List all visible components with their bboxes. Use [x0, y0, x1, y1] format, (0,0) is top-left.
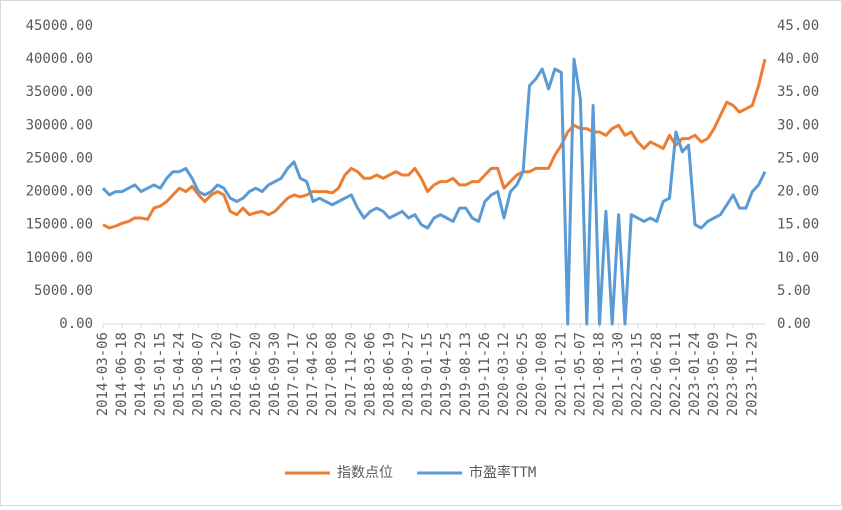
x-tick-label: 2014-09-29: [133, 332, 149, 416]
x-tick-label: 2014-06-18: [114, 332, 130, 416]
x-tick-label: 2017-11-20: [343, 332, 359, 416]
x-tick-label: 2020-10-08: [534, 332, 550, 416]
y2-tick-label: 25.00: [777, 150, 819, 166]
y-tick-label: 45000.00: [26, 18, 93, 34]
y2-tick-label: 5.00: [777, 283, 811, 299]
x-tick-label: 2023-01-24: [687, 332, 703, 416]
x-tick-label: 2016-03-07: [229, 332, 245, 416]
x-tick-label: 2018-03-06: [362, 332, 378, 416]
x-tick-label: 2016-09-30: [267, 332, 283, 416]
x-tick-label: 2023-05-09: [706, 332, 722, 416]
series-line: [101, 57, 767, 326]
y2-tick-label: 35.00: [777, 84, 819, 100]
x-tick-label: 2018-09-27: [401, 332, 417, 416]
y-tick-label: 10000.00: [26, 250, 93, 266]
y-tick-label: 30000.00: [26, 117, 93, 133]
y2-tick-label: 40.00: [777, 51, 819, 67]
x-tick-label: 2017-08-08: [324, 332, 340, 416]
x-tick-label: 2020-03-12: [496, 332, 512, 416]
series-line: [102, 58, 767, 230]
legend-label: 指数点位: [337, 465, 393, 481]
y2-tick-label: 20.00: [777, 184, 819, 200]
x-tick-label: 2017-01-17: [286, 332, 302, 416]
y2-tick-label: 10.00: [777, 250, 819, 266]
y-tick-label: 40000.00: [26, 51, 93, 67]
x-tick-label: 2021-01-21: [553, 332, 569, 416]
legend-label: 市盈率TTM: [469, 464, 536, 481]
x-tick-label: 2022-10-11: [668, 332, 684, 416]
x-tick-label: 2017-04-26: [305, 332, 321, 416]
x-tick-label: 2014-03-06: [95, 332, 111, 416]
x-tick-label: 2015-11-20: [210, 332, 226, 416]
y-tick-label: 35000.00: [26, 84, 93, 100]
x-tick-label: 2019-08-13: [458, 332, 474, 416]
x-tick-label: 2022-03-15: [630, 332, 646, 416]
x-tick-label: 2023-11-29: [744, 332, 760, 416]
x-tick-label: 2019-01-15: [420, 332, 436, 416]
y2-tick-label: 0.00: [777, 316, 811, 332]
x-tick-label: 2022-06-28: [649, 332, 665, 416]
x-tick-label: 2019-11-26: [477, 332, 493, 416]
x-tick-label: 2015-08-07: [190, 332, 206, 416]
x-tick-label: 2021-08-18: [592, 332, 608, 416]
y-tick-label: 0.00: [59, 316, 93, 332]
x-tick-label: 2021-11-30: [611, 332, 627, 416]
x-tick-label: 2019-04-25: [439, 332, 455, 416]
y-tick-label: 15000.00: [26, 217, 93, 233]
x-tick-label: 2021-05-07: [572, 332, 588, 416]
x-tick-label: 2023-08-17: [725, 332, 741, 416]
x-tick-label: 2020-06-25: [515, 332, 531, 416]
y2-tick-label: 15.00: [777, 217, 819, 233]
x-tick-label: 2015-01-15: [152, 332, 168, 416]
y-tick-label: 5000.00: [34, 283, 93, 299]
x-tick-label: 2016-06-20: [248, 332, 264, 416]
y2-tick-label: 30.00: [777, 117, 819, 133]
y-tick-label: 20000.00: [26, 184, 93, 200]
x-tick-label: 2015-04-24: [171, 332, 187, 416]
x-tick-label: 2018-06-19: [381, 332, 397, 416]
y2-tick-label: 45.00: [777, 18, 819, 34]
y-tick-label: 25000.00: [26, 150, 93, 166]
